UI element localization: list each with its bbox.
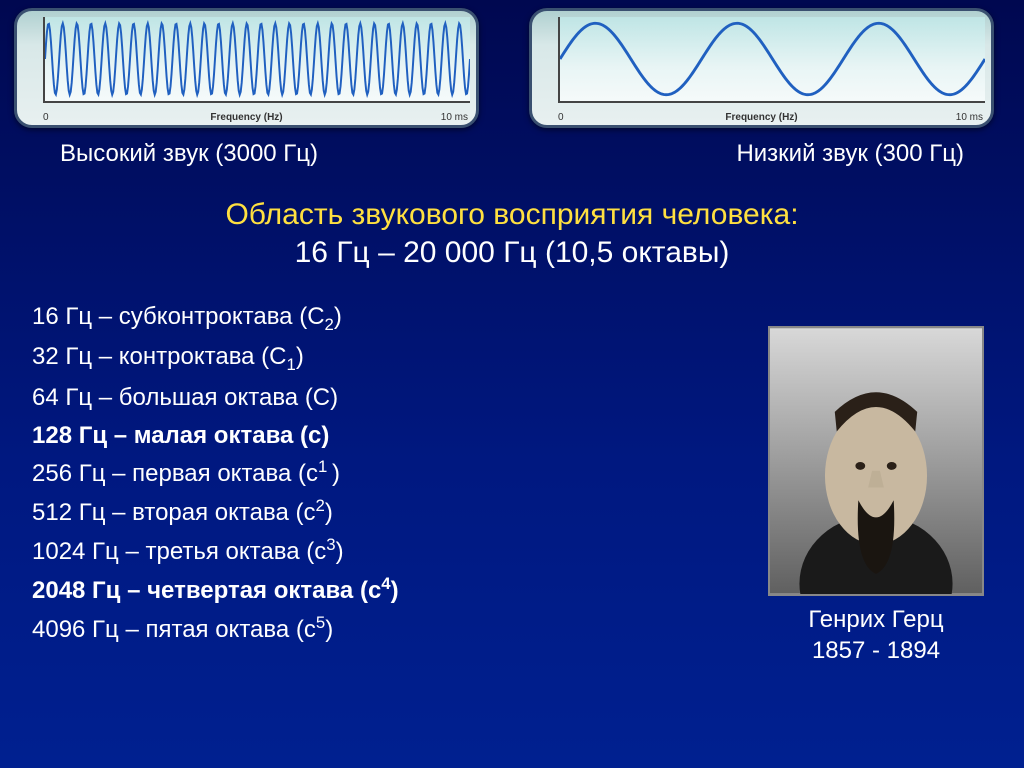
graph-captions-row: Высокий звук (3000 Гц) Низкий звук (300 … <box>0 128 1024 168</box>
portrait-svg <box>770 328 982 594</box>
octave-item: 4096 Гц – пятая октава (с5) <box>32 610 399 649</box>
octave-item: 1024 Гц – третья октава (с3) <box>32 532 399 571</box>
octave-item: 64 Гц – большая октава (С) <box>32 379 399 417</box>
graphs-row: Intensity (dB) 0 Frequency (Hz) 10 ms In… <box>0 0 1024 128</box>
content-row: 16 Гц – субконтроктава (С2)32 Гц – контр… <box>0 270 1024 666</box>
graph-panel-high-freq: Intensity (dB) 0 Frequency (Hz) 10 ms <box>14 8 479 128</box>
octave-item: 32 Гц – контроктава (С1) <box>32 338 399 378</box>
portrait-name: Генрих Герц <box>768 604 984 635</box>
octave-item: 128 Гц – малая октава (с) <box>32 417 399 455</box>
graph-plot-area <box>558 17 985 103</box>
hertz-portrait <box>768 326 984 596</box>
octave-list: 16 Гц – субконтроктава (С2)32 Гц – контр… <box>32 298 399 666</box>
octave-item: 16 Гц – субконтроктава (С2) <box>32 298 399 338</box>
x-tick-end: 10 ms <box>956 112 983 123</box>
main-title: Область звукового восприятия человека: 1… <box>0 198 1024 270</box>
octave-item: 512 Гц – вторая октава (с2) <box>32 493 399 532</box>
x-tick-start: 0 <box>558 112 564 123</box>
graph-panel-low-freq: Intensity (dB) 0 Frequency (Hz) 10 ms <box>529 8 994 128</box>
x-axis-label: Frequency (Hz) <box>210 112 282 123</box>
x-tick-end: 10 ms <box>441 112 468 123</box>
low-freq-wave <box>560 17 985 101</box>
graph-plot-area <box>43 17 470 103</box>
portrait-years: 1857 - 1894 <box>768 635 984 666</box>
octave-item: 2048 Гц – четвертая октава (с4) <box>32 571 399 610</box>
portrait-caption: Генрих Герц 1857 - 1894 <box>768 604 984 666</box>
x-tick-start: 0 <box>43 112 49 123</box>
octave-item: 256 Гц – первая октава (с1 ) <box>32 454 399 493</box>
title-line-1: Область звукового восприятия человека: <box>0 198 1024 232</box>
x-axis-label: Frequency (Hz) <box>725 112 797 123</box>
caption-low-freq: Низкий звук (300 Гц) <box>736 140 964 168</box>
portrait-column: Генрих Герц 1857 - 1894 <box>768 326 984 666</box>
title-line-2: 16 Гц – 20 000 Гц (10,5 октавы) <box>0 236 1024 270</box>
high-freq-wave <box>45 17 470 101</box>
caption-high-freq: Высокий звук (3000 Гц) <box>60 140 318 168</box>
